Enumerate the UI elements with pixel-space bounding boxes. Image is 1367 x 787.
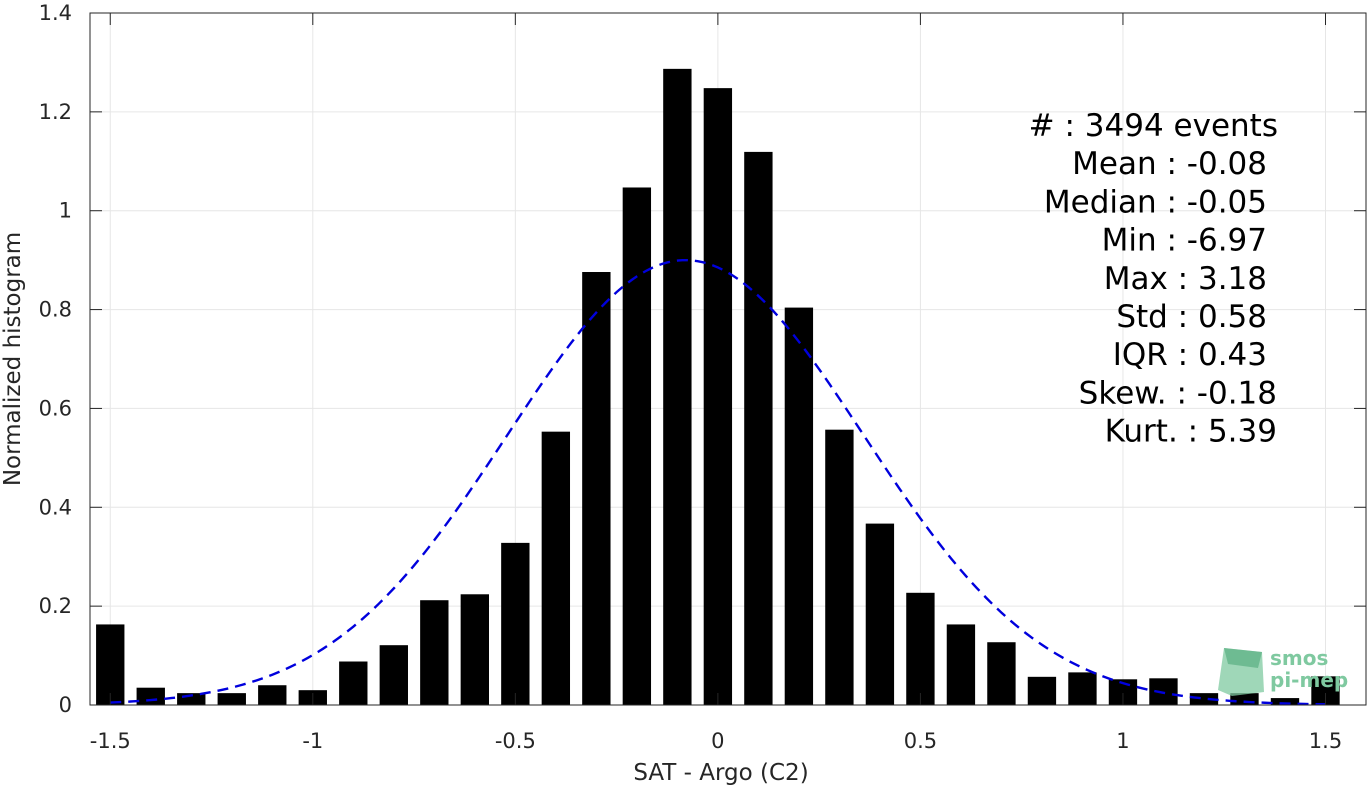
y-tick-label-7: 1.4 bbox=[39, 1, 72, 25]
y-tick-label-1: 0.2 bbox=[39, 594, 72, 618]
watermark: smos pi-mep bbox=[1218, 646, 1348, 696]
y-tick-label-4: 0.8 bbox=[39, 298, 72, 322]
bar-2 bbox=[177, 693, 206, 705]
bar-22 bbox=[987, 642, 1016, 705]
bar-12 bbox=[582, 272, 611, 705]
bar-6 bbox=[339, 661, 368, 705]
bar-14 bbox=[663, 68, 692, 705]
watermark-line1: smos bbox=[1270, 646, 1328, 670]
axes bbox=[89, 12, 1367, 706]
stat-line-5: Std : 0.58 bbox=[1116, 299, 1267, 335]
x-tick-label-6: 1.5 bbox=[1309, 729, 1342, 753]
x-tick-label-3: 0 bbox=[711, 729, 724, 753]
stat-line-0: # : 3494 events bbox=[1029, 108, 1278, 144]
x-axis-label: SAT - Argo (C2) bbox=[633, 760, 808, 786]
y-tick-label-3: 0.6 bbox=[39, 396, 72, 420]
gaussian-fit-curve bbox=[110, 258, 1326, 706]
x-tick-label-2: -0.5 bbox=[495, 729, 536, 753]
x-tick-label-1: -1 bbox=[302, 729, 323, 753]
bar-17 bbox=[784, 307, 814, 705]
stat-line-7: Skew. : -0.18 bbox=[1079, 375, 1277, 411]
stat-line-3: Min : -6.97 bbox=[1102, 223, 1267, 259]
y-tick-label-6: 1.2 bbox=[39, 100, 72, 124]
bar-8 bbox=[420, 600, 449, 705]
stat-line-8: Kurt. : 5.39 bbox=[1105, 414, 1277, 450]
bar-3 bbox=[217, 693, 246, 705]
y-tick-label-2: 0.4 bbox=[39, 495, 72, 519]
bar-15 bbox=[703, 88, 733, 706]
stat-line-1: Mean : -0.08 bbox=[1072, 146, 1267, 182]
x-tick-label-4: 0.5 bbox=[904, 729, 937, 753]
bar-29 bbox=[1270, 698, 1300, 705]
bar-28 bbox=[1230, 693, 1259, 705]
bar-16 bbox=[744, 151, 773, 705]
bar-20 bbox=[906, 592, 935, 705]
bar-0 bbox=[96, 624, 125, 705]
bar-4 bbox=[258, 685, 287, 705]
watermark-logo-shade-icon bbox=[1224, 648, 1262, 668]
y-axis-label: Normalized histogram bbox=[0, 232, 26, 486]
bar-19 bbox=[865, 523, 895, 705]
bar-24 bbox=[1068, 672, 1097, 705]
bar-7 bbox=[379, 645, 408, 705]
stat-line-2: Median : -0.05 bbox=[1044, 184, 1267, 220]
plot-frame bbox=[89, 12, 1367, 706]
watermark-line2: pi-mep bbox=[1270, 668, 1348, 692]
bar-10 bbox=[501, 542, 530, 705]
bars bbox=[96, 68, 1340, 706]
stat-line-6: IQR : 0.43 bbox=[1113, 337, 1267, 373]
x-tick-label-0: -1.5 bbox=[90, 729, 131, 753]
y-tick-label-5: 1 bbox=[59, 199, 72, 223]
y-tick-label-0: 0 bbox=[59, 693, 72, 717]
bar-11 bbox=[541, 431, 571, 705]
bar-13 bbox=[622, 187, 652, 706]
bar-18 bbox=[825, 429, 854, 705]
bar-9 bbox=[460, 594, 490, 705]
bar-27 bbox=[1189, 693, 1219, 705]
bar-21 bbox=[946, 624, 976, 705]
bar-23 bbox=[1027, 676, 1057, 705]
tick-labels: -1.5 -1 -0.5 0 0.5 1 1.5 0 0.2 0.4 0.6 0.8 1 1.2 1.4 bbox=[39, 1, 1343, 753]
stat-line-4: Max : 3.18 bbox=[1104, 261, 1267, 297]
x-tick-label-5: 1 bbox=[1116, 729, 1129, 753]
bar-1 bbox=[136, 687, 165, 705]
